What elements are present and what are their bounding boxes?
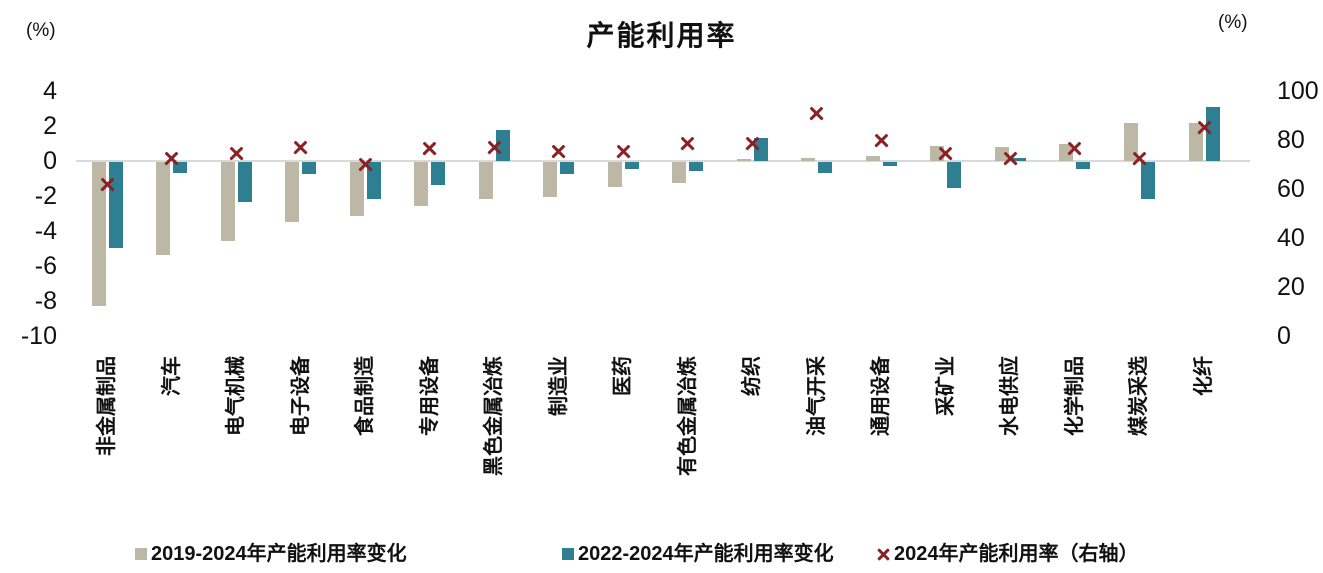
left-axis-tick: -6	[34, 252, 57, 280]
left-axis-tick: -2	[34, 182, 57, 210]
marker-2024-utilization	[99, 176, 116, 193]
bar-2022-2024-change	[302, 162, 317, 175]
right-axis-tick: 40	[1277, 224, 1305, 252]
x-axis-label: 化学制品	[1063, 356, 1086, 436]
marker-2024-utilization	[1131, 150, 1148, 167]
bar-2022-2024-change	[947, 162, 962, 189]
marker-2024-utilization	[421, 140, 438, 157]
bar-2022-2024-change	[560, 162, 575, 175]
x-axis-label: 煤炭采选	[1128, 356, 1151, 436]
bar-2022-2024-change	[1076, 162, 1091, 169]
marker-2024-utilization	[1066, 140, 1083, 157]
bar-2019-2024-change	[91, 162, 106, 306]
legend-item-2019-2024: 2019-2024年产能利用率变化	[135, 537, 407, 566]
marker-2024-utilization	[1196, 119, 1213, 136]
x-axis-label: 非金属制品	[96, 356, 118, 456]
x-axis-label: 化纤	[1193, 356, 1215, 396]
legend-label: 2022-2024年产能利用率变化	[578, 543, 834, 565]
x-axis-label: 制造业	[547, 356, 570, 416]
marker-2024-utilization	[163, 150, 180, 167]
x-axis-label: 专用设备	[418, 356, 441, 436]
right-axis-tick: 20	[1277, 273, 1305, 301]
bar-2022-2024-change	[689, 162, 704, 171]
x-axis-label: 水电供应	[999, 356, 1022, 436]
marker-2024-utilization	[937, 145, 954, 162]
zero-gridline	[76, 160, 1250, 162]
marker-2024-utilization	[744, 135, 761, 152]
x-axis-label: 黑色金属冶炼	[483, 356, 506, 476]
chart-title: 产能利用率	[586, 20, 737, 51]
legend-label: 2019-2024年产能利用率变化	[151, 543, 407, 565]
left-axis-tick: -10	[20, 322, 57, 350]
marker-2024-utilization	[808, 105, 825, 122]
marker-2024-utilization	[550, 143, 567, 160]
right-axis-tick: 60	[1277, 175, 1305, 203]
x-axis-label: 有色金属冶炼	[676, 356, 699, 476]
right-axis-tick: 80	[1277, 126, 1305, 154]
right-axis-tick: 100	[1277, 77, 1319, 105]
bar-2019-2024-change	[349, 162, 364, 217]
bar-2019-2024-change	[156, 162, 171, 255]
bar-2022-2024-change	[1140, 162, 1155, 199]
marker-2024-utilization	[228, 145, 245, 162]
left-axis-tick: -4	[34, 217, 57, 245]
x-axis-label: 食品制造	[354, 356, 377, 436]
marker-2024-utilization	[486, 139, 503, 156]
bar-2019-2024-change	[865, 155, 880, 161]
marker-2024-utilization	[292, 139, 309, 156]
marker-2024-utilization	[615, 143, 632, 160]
x-axis-label: 纺织	[741, 356, 764, 396]
marker-2024-utilization	[873, 132, 890, 149]
bar-2022-2024-change	[431, 162, 446, 185]
bar-2019-2024-change	[736, 159, 751, 161]
legend-x-marker-icon	[876, 547, 891, 562]
bar-2022-2024-change	[818, 162, 833, 173]
bar-2022-2024-change	[237, 162, 252, 203]
bar-2019-2024-change	[543, 162, 558, 197]
marker-2024-utilization	[1002, 150, 1019, 167]
x-axis-label: 汽车	[160, 356, 183, 396]
bar-2022-2024-change	[624, 162, 639, 169]
x-axis-label: 通用设备	[870, 356, 893, 436]
bar-2019-2024-change	[801, 158, 816, 161]
bar-2022-2024-change	[882, 162, 897, 167]
legend-item-2022-2024: 2022-2024年产能利用率变化	[562, 537, 834, 566]
x-axis-label: 电子设备	[289, 356, 312, 436]
left-axis-unit: (%)	[26, 20, 56, 41]
bar-2022-2024-change	[173, 162, 188, 173]
left-axis-tick: -8	[34, 287, 57, 315]
bar-2019-2024-change	[607, 162, 622, 187]
bar-2019-2024-change	[285, 162, 300, 222]
right-axis-unit: (%)	[1218, 12, 1248, 33]
bar-2019-2024-change	[672, 162, 687, 183]
x-axis-label: 电气机械	[225, 356, 248, 436]
marker-2024-utilization	[679, 135, 696, 152]
left-axis-tick: 2	[43, 112, 57, 140]
bar-2019-2024-change	[478, 162, 493, 199]
bar-2019-2024-change	[220, 162, 235, 241]
bar-2019-2024-change	[414, 162, 429, 206]
left-axis-tick: 4	[43, 77, 57, 105]
x-axis-label: 采矿业	[934, 356, 957, 416]
legend-swatch-2019-2024	[135, 548, 147, 560]
x-axis-label: 油气开采	[805, 356, 828, 436]
marker-2024-utilization	[357, 156, 374, 173]
bar-2022-2024-change	[1011, 157, 1026, 161]
left-axis-tick: 0	[43, 147, 57, 175]
legend-label: 2024年产能利用率（右轴）	[894, 543, 1139, 565]
right-axis-tick: 0	[1277, 322, 1291, 350]
x-axis-label: 医药	[612, 356, 635, 396]
legend-swatch-2022-2024	[562, 548, 574, 560]
legend-item-2024-utilization: 2024年产能利用率（右轴）	[876, 537, 1139, 566]
